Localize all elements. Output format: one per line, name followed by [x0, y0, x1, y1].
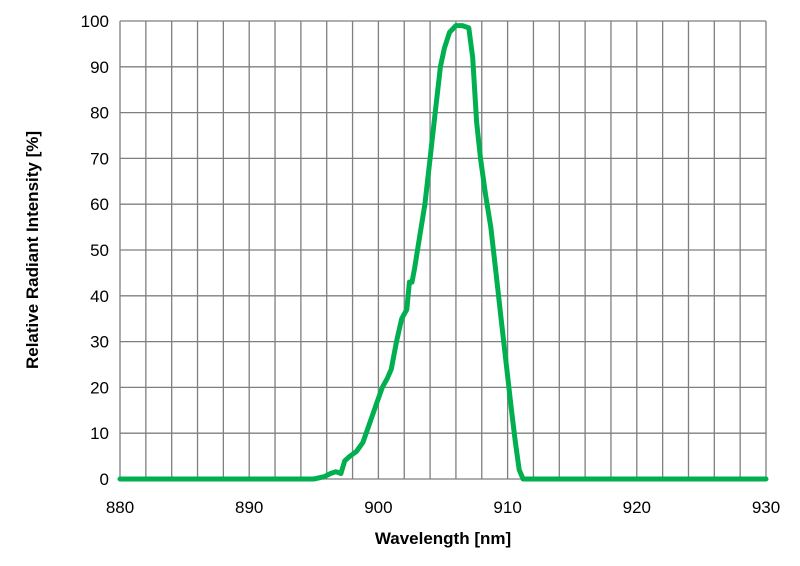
y-tick-label: 80 — [90, 104, 109, 123]
y-tick-label: 100 — [81, 12, 109, 31]
y-tick-label: 90 — [90, 58, 109, 77]
x-tick-label: 910 — [493, 498, 521, 517]
x-tick-label: 880 — [106, 498, 134, 517]
y-tick-label: 30 — [90, 333, 109, 352]
series-group — [117, 23, 769, 482]
x-tick-label: 920 — [623, 498, 651, 517]
y-tick-label: 50 — [90, 241, 109, 260]
y-axis-title: Relative Radiant Intensity [%] — [23, 131, 42, 369]
y-tick-label: 70 — [90, 149, 109, 168]
y-tick-label: 60 — [90, 195, 109, 214]
x-tick-label: 890 — [235, 498, 263, 517]
y-tick-label: 0 — [100, 470, 109, 489]
y-tick-labels: 0 10 20 30 40 50 60 70 80 90 100 — [81, 12, 109, 489]
y-tick-label: 20 — [90, 378, 109, 397]
x-tick-labels: 880 890 900 910 920 930 — [106, 498, 780, 517]
x-tick-label: 930 — [752, 498, 780, 517]
y-tick-label: 40 — [90, 287, 109, 306]
x-tick-label: 900 — [364, 498, 392, 517]
series-line — [117, 23, 769, 482]
y-tick-label: 10 — [90, 424, 109, 443]
x-axis-title: Wavelength [nm] — [375, 529, 511, 548]
